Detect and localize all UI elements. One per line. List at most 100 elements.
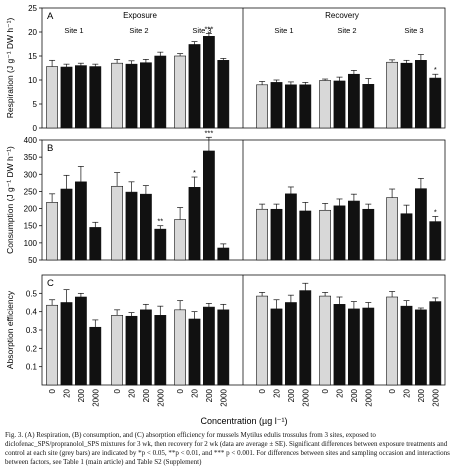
x-tick-label: 0 <box>176 388 185 393</box>
panel-letter: B <box>47 143 53 154</box>
y-tick-label: 0.5 <box>26 289 38 298</box>
bar <box>362 307 375 386</box>
x-axis-label: Concentration (µg l⁻¹) <box>201 416 288 426</box>
x-tick-label: 2000 <box>301 388 310 406</box>
x-tick-label: 0 <box>321 388 330 393</box>
bar <box>140 309 152 386</box>
bar <box>89 227 102 261</box>
x-tick-label: 20 <box>128 388 137 397</box>
bar <box>60 66 73 129</box>
bar <box>256 295 268 386</box>
y-tick-label: 10 <box>28 76 37 85</box>
y-tick-label: 100 <box>24 239 38 248</box>
bar <box>203 36 215 129</box>
bar <box>188 187 201 261</box>
bar <box>174 219 186 261</box>
bar <box>125 63 138 129</box>
x-tick-label: 200 <box>417 388 426 402</box>
bar <box>256 84 268 129</box>
x-tick-label: 2000 <box>431 388 440 406</box>
bar <box>46 66 58 129</box>
bar <box>188 44 201 129</box>
significance-marker: * <box>434 207 437 216</box>
y-axis-label: Consumption (J g⁻¹ DW h⁻¹) <box>5 146 15 254</box>
bar <box>284 193 297 261</box>
bar <box>217 247 230 261</box>
bar <box>347 200 360 261</box>
y-tick-label: 300 <box>24 170 38 179</box>
plot-frame-c <box>41 274 446 386</box>
x-tick-label: 200 <box>77 388 86 402</box>
panel-letter: C <box>47 278 54 289</box>
plot-frame-a <box>41 7 446 129</box>
x-tick-label: 20 <box>403 388 412 397</box>
bar <box>319 295 331 386</box>
significance-marker: * <box>434 65 437 74</box>
bar <box>299 290 312 386</box>
y-tick-label: 200 <box>24 205 38 214</box>
bar <box>299 210 312 261</box>
x-tick-label: 0 <box>388 388 397 393</box>
bar <box>174 55 186 129</box>
y-tick-label: 0.1 <box>26 363 38 372</box>
bar <box>111 62 123 129</box>
y-tick-label: 150 <box>24 222 38 231</box>
bar <box>154 315 167 386</box>
site-label: Site 3 <box>192 26 211 35</box>
site-label: Site 1 <box>64 26 83 35</box>
bar <box>386 197 398 261</box>
y-tick-label: 350 <box>24 153 38 162</box>
bar <box>125 315 138 386</box>
bar <box>174 309 186 386</box>
site-label: Site 3 <box>404 26 423 35</box>
x-tick-label: 20 <box>336 388 345 397</box>
bar <box>333 205 346 261</box>
bar <box>217 309 230 386</box>
bar <box>75 65 87 129</box>
bar <box>400 305 413 386</box>
plot-frame-b <box>41 139 446 261</box>
bar <box>319 209 331 261</box>
x-tick-label: 20 <box>273 388 282 397</box>
y-tick-label: 400 <box>24 136 38 145</box>
y-axis-label: Respiration (J g⁻¹ DW h⁻¹) <box>5 18 15 119</box>
y-tick-label: 250 <box>24 187 38 196</box>
bar <box>284 302 297 386</box>
x-tick-label: 200 <box>205 388 214 402</box>
bar <box>203 150 215 261</box>
bar <box>140 193 152 261</box>
significance-marker: *** <box>205 128 214 137</box>
x-tick-label: 0 <box>258 388 267 393</box>
y-tick-label: 0.2 <box>26 344 38 353</box>
site-label: Site 1 <box>274 26 293 35</box>
significance-marker: * <box>193 168 196 177</box>
bar <box>270 308 283 386</box>
bar <box>319 80 331 129</box>
bar <box>429 221 442 261</box>
bar <box>46 304 58 386</box>
y-tick-label: 5 <box>33 100 38 109</box>
x-tick-label: 0 <box>113 388 122 393</box>
y-tick-label: 0.3 <box>26 326 38 335</box>
bar <box>111 185 123 261</box>
bar <box>386 296 398 386</box>
x-tick-label: 0 <box>48 388 57 393</box>
panel-letter: A <box>47 11 54 22</box>
bar <box>386 61 398 129</box>
bar <box>60 188 73 261</box>
phase-label: Exposure <box>123 11 157 20</box>
site-label: Site 2 <box>337 26 356 35</box>
bar <box>89 66 102 129</box>
bar <box>75 296 87 386</box>
bar <box>154 228 167 261</box>
y-tick-label: 25 <box>28 4 37 13</box>
site-label: Site 2 <box>129 26 148 35</box>
bar <box>362 84 375 129</box>
bar <box>333 80 346 129</box>
bar <box>111 315 123 386</box>
x-tick-label: 200 <box>287 388 296 402</box>
bar <box>125 191 138 261</box>
bar <box>333 304 346 386</box>
bar <box>362 208 375 261</box>
x-tick-label: 200 <box>350 388 359 402</box>
